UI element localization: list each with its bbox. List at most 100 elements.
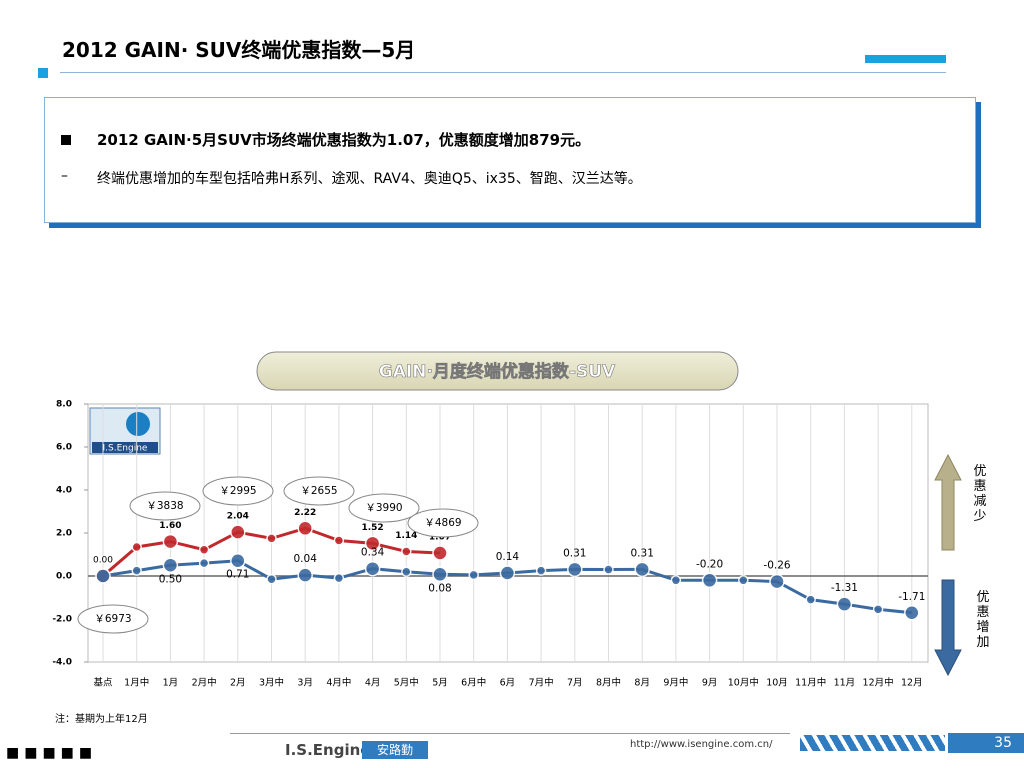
data-point — [230, 552, 246, 569]
footer: ■■■■■ I.S.Engine 安路勤 http://www.isengine… — [0, 733, 1024, 768]
data-point — [364, 535, 381, 552]
x-tick-label: 10月 — [766, 678, 788, 689]
data-point — [198, 557, 210, 569]
y-tick-label: 2.0 — [56, 529, 72, 539]
annotation: ￥3838 — [146, 500, 183, 512]
data-label: 1.52 — [361, 523, 383, 533]
data-point — [333, 572, 345, 584]
data-point — [95, 568, 111, 584]
x-tick-label: 1月中 — [124, 677, 149, 689]
data-label: 1.14 — [395, 531, 417, 541]
bullet-main: 2012 GAIN·5月SUV市场终端优惠指数为1.07，优惠额度增加879元。 — [97, 131, 591, 149]
data-point — [670, 575, 682, 586]
data-point — [131, 565, 142, 576]
chart-title: GAIN·月度终端优惠指数-SUV — [379, 361, 616, 382]
data-point — [333, 535, 345, 546]
data-point — [198, 544, 210, 556]
x-tick-label: 2月 — [230, 678, 246, 689]
data-point — [836, 596, 853, 612]
data-point — [401, 566, 412, 577]
annotation: ￥2655 — [300, 485, 337, 497]
logo-band — [92, 442, 158, 453]
x-tick-label: 3月 — [297, 678, 313, 689]
x-tick-label: 基点 — [93, 677, 113, 689]
x-tick-label: 8月中 — [596, 677, 621, 689]
data-label: 0.50 — [159, 573, 182, 585]
data-point — [567, 561, 583, 578]
logo-text: I.S.Engine — [103, 444, 148, 454]
data-label: 0.31 — [631, 547, 654, 559]
data-point — [297, 520, 313, 537]
data-point — [432, 545, 448, 561]
x-tick-label: 9月 — [702, 678, 718, 689]
annotation: ￥4869 — [424, 517, 461, 529]
y-tick-label: 6.0 — [56, 443, 72, 453]
footer-stripes — [800, 735, 945, 751]
annotation-bubble — [348, 493, 420, 523]
x-tick-label: 3月中 — [259, 677, 284, 689]
data-label: -0.26 — [763, 560, 790, 572]
data-label: 0.31 — [563, 547, 586, 559]
y-tick-label: 0.0 — [56, 572, 72, 582]
logo-icon — [126, 412, 150, 436]
annotation-bubble — [407, 508, 479, 538]
chart-title-pill — [256, 351, 739, 391]
data-label: 0.71 — [226, 569, 249, 581]
summary-box: 2012 GAIN·5月SUV市场终端优惠指数为1.07，优惠额度增加879元。… — [44, 97, 976, 223]
logo: I.S.Engine — [89, 407, 161, 455]
footer-brand-cn: 安路勤 — [362, 741, 428, 759]
data-point — [230, 524, 246, 540]
data-label: 0.04 — [294, 553, 318, 565]
note: 注：基期为上年12月 — [55, 714, 148, 725]
x-tick-label: 4月中 — [326, 677, 351, 689]
data-label: -0.20 — [696, 558, 723, 570]
footer-brand: I.S.Engine — [285, 741, 371, 759]
data-point — [805, 594, 816, 605]
x-tick-label: 1月 — [163, 678, 179, 689]
annotation-bubble — [129, 491, 201, 521]
x-tick-label: 5月中 — [394, 677, 419, 689]
annotation: ￥3990 — [365, 502, 402, 514]
data-point — [535, 565, 547, 576]
y-tick-label: 8.0 — [56, 400, 72, 410]
x-tick-label: 11月中 — [795, 677, 826, 689]
data-label: -1.31 — [831, 582, 858, 594]
page-number: 35 — [948, 733, 1024, 753]
data-label: 2.22 — [294, 508, 316, 518]
up-arrow — [934, 453, 962, 551]
footer-rule — [230, 733, 790, 734]
y-tick-label: -4.0 — [52, 658, 72, 668]
x-tick-label: 10月中 — [728, 677, 759, 689]
annotation-bubble — [283, 476, 355, 506]
plot-frame — [87, 403, 929, 663]
bullet-dash: – — [61, 168, 68, 184]
x-tick-label: 9月中 — [663, 677, 688, 689]
down-label: 优惠增加 — [976, 590, 990, 650]
bullet-sub: 终端优惠增加的车型包括哈弗H系列、途观、RAV4、奥迪Q5、ix35、智跑、汉兰… — [97, 171, 642, 187]
up-label: 优惠减少 — [973, 464, 987, 524]
annotation: ￥2995 — [219, 485, 256, 497]
down-arrow — [934, 579, 962, 677]
data-point — [162, 557, 179, 573]
title-rule — [60, 72, 946, 73]
footer-url: http://www.isengine.com.cn/ — [630, 739, 773, 750]
data-point — [468, 569, 479, 581]
x-tick-label: 7月中 — [529, 677, 554, 689]
data-point — [297, 567, 313, 583]
data-point — [634, 561, 650, 578]
data-point — [266, 533, 277, 544]
data-point — [738, 575, 749, 586]
data-label: 1.60 — [159, 521, 181, 531]
data-label: 2.04 — [227, 512, 249, 522]
data-point — [364, 560, 381, 577]
data-label: 0.08 — [428, 582, 451, 594]
data-point — [266, 573, 277, 585]
x-tick-label: 2月中 — [192, 677, 217, 689]
data-point — [162, 533, 179, 550]
data-point — [701, 572, 718, 589]
x-tick-label: 5月 — [432, 678, 448, 689]
y-tick-label: -2.0 — [52, 615, 72, 625]
data-point — [904, 605, 920, 621]
chart: GAIN·月度终端优惠指数-SUV I.S.Engine -4.0 -2.0 0.0… — [52, 351, 962, 689]
